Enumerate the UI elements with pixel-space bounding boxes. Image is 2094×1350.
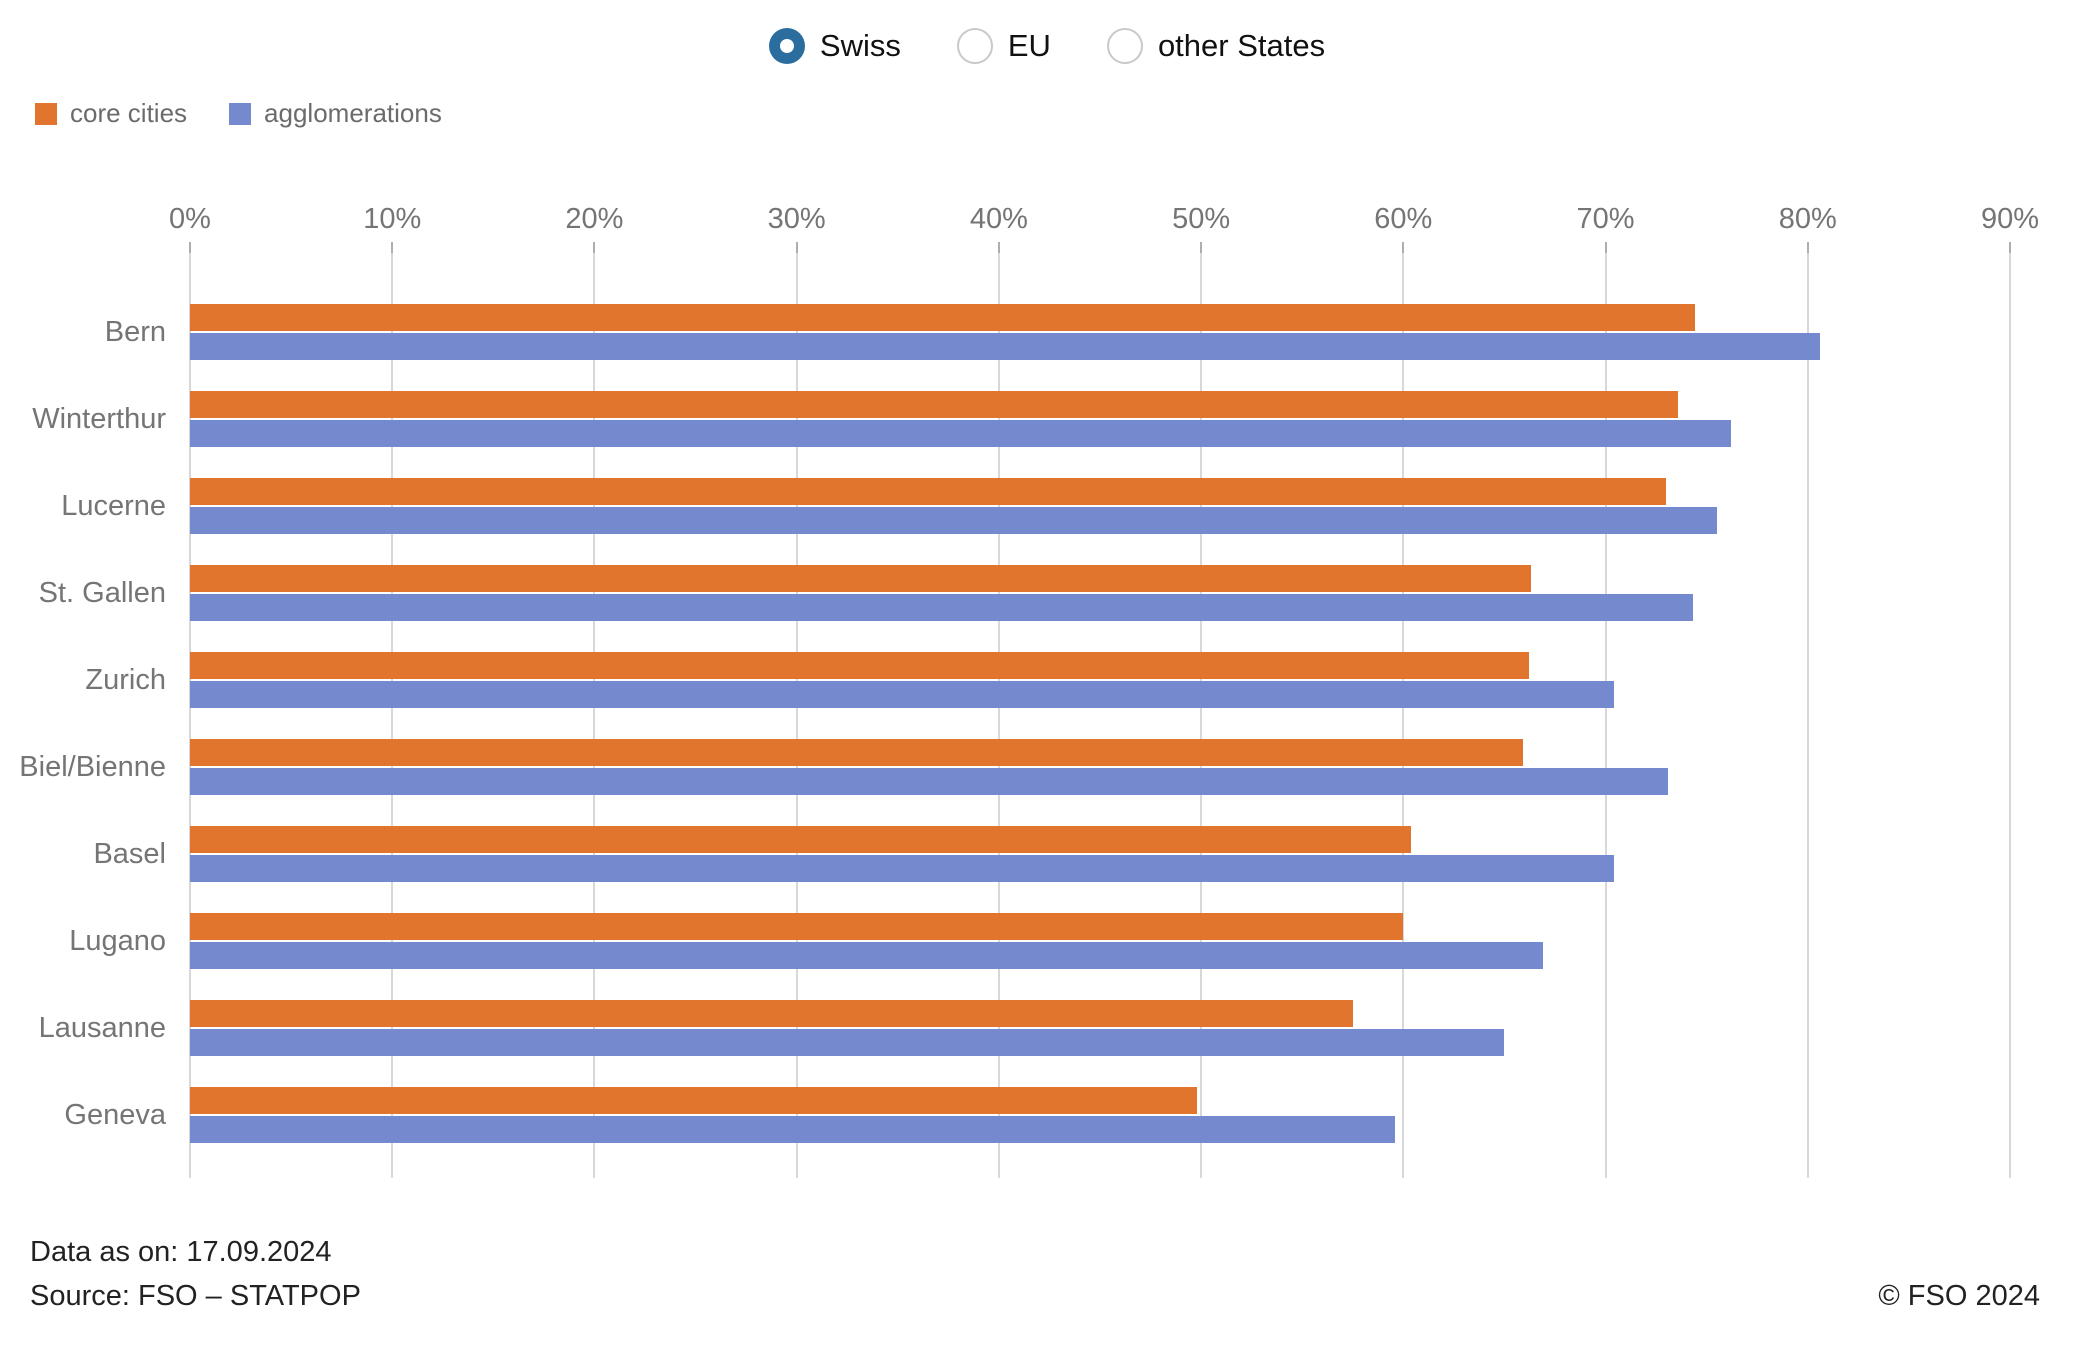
x-axis-tick-label: 10% <box>363 203 422 235</box>
footer-copyright: © FSO 2024 <box>1878 1280 2040 1312</box>
bar-agglomerations[interactable] <box>190 594 1693 621</box>
axis-tick-icon <box>795 242 798 253</box>
bar-agglomerations[interactable] <box>190 681 1614 708</box>
bar-core-cities[interactable] <box>190 565 1531 592</box>
legend-item-agglomerations: agglomerations <box>229 98 442 129</box>
category-label: Winterthur <box>32 402 166 435</box>
bar-core-cities[interactable] <box>190 652 1529 679</box>
axis-tick-icon <box>593 242 596 253</box>
agglomerations-swatch-icon <box>229 102 252 125</box>
gridline <box>391 242 394 1178</box>
bar-core-cities[interactable] <box>190 1087 1198 1114</box>
radio-label: Swiss <box>819 28 901 63</box>
gridline <box>1402 242 1405 1178</box>
x-axis-tick-label: 40% <box>969 203 1028 235</box>
axis-tick-icon <box>189 242 191 253</box>
gridline <box>1604 242 1607 1178</box>
category-label: Biel/Bienne <box>19 750 166 783</box>
legend-item-core-cities: core cities <box>35 98 187 129</box>
x-axis-tick-label: 70% <box>1576 203 1635 235</box>
x-axis-tick-label: 90% <box>1980 203 2040 235</box>
bar-core-cities[interactable] <box>190 826 1412 853</box>
radio-option-swiss[interactable]: Swiss <box>768 28 901 64</box>
bar-agglomerations[interactable] <box>190 855 1614 882</box>
gridline <box>2009 242 2011 1178</box>
gridline <box>189 242 191 1178</box>
axis-tick-icon <box>1402 242 1405 253</box>
gridline <box>1200 242 1203 1178</box>
radio-option-other-states[interactable]: other States <box>1106 28 1326 64</box>
bar-core-cities[interactable] <box>190 913 1404 940</box>
gridline <box>795 242 798 1178</box>
x-axis-tick-label: 20% <box>565 203 624 235</box>
axis-tick-icon <box>1806 242 1809 253</box>
legend: core cities agglomerations <box>35 98 442 129</box>
axis-tick-icon <box>997 242 1000 253</box>
core-cities-swatch-icon <box>35 102 57 125</box>
radio-label: other States <box>1157 28 1326 63</box>
x-axis-tick-label: 0% <box>169 203 211 235</box>
bar-core-cities[interactable] <box>190 1000 1353 1027</box>
footer-source: Source: FSO – STATPOP <box>30 1280 361 1312</box>
category-label: Lausanne <box>38 1011 166 1044</box>
x-axis-tick-label: 60% <box>1374 203 1433 235</box>
category-label: Basel <box>93 837 166 870</box>
category-label: Bern <box>104 315 166 348</box>
region-radio-group: Swiss EU other States <box>0 28 2094 64</box>
bar-agglomerations[interactable] <box>190 1029 1505 1056</box>
axis-tick-icon <box>1604 242 1607 253</box>
bar-core-cities[interactable] <box>190 304 1695 331</box>
bar-agglomerations[interactable] <box>190 942 1543 969</box>
axis-tick-icon <box>1200 242 1203 253</box>
radio-unselected-icon[interactable] <box>1106 28 1143 64</box>
bar-agglomerations[interactable] <box>190 333 1820 360</box>
x-axis-tick-label: 30% <box>767 203 826 235</box>
footer-data-as-on: Data as on: 17.09.2024 <box>30 1236 332 1268</box>
bar-agglomerations[interactable] <box>190 1116 1396 1143</box>
x-axis-tick-label: 80% <box>1778 203 1837 235</box>
x-axis-tick-label: 50% <box>1172 203 1231 235</box>
gridline <box>593 242 596 1178</box>
axis-tick-icon <box>2009 242 2011 253</box>
bar-core-cities[interactable] <box>190 739 1523 766</box>
legend-label: agglomerations <box>264 98 442 128</box>
bar-core-cities[interactable] <box>190 391 1679 418</box>
bar-core-cities[interactable] <box>190 478 1667 505</box>
category-label: Lugano <box>69 924 166 957</box>
radio-unselected-icon[interactable] <box>956 28 993 64</box>
bar-agglomerations[interactable] <box>190 507 1717 534</box>
category-label: Zurich <box>85 663 166 696</box>
bar-agglomerations[interactable] <box>190 768 1669 795</box>
radio-option-eu[interactable]: EU <box>956 28 1051 64</box>
category-label: St. Gallen <box>38 576 166 609</box>
axis-tick-icon <box>391 242 394 253</box>
radio-selected-icon[interactable] <box>768 28 805 64</box>
category-label: Lucerne <box>61 489 166 522</box>
gridline <box>997 242 1000 1178</box>
bar-agglomerations[interactable] <box>190 420 1731 447</box>
radio-label: EU <box>1007 28 1051 63</box>
legend-label: core cities <box>70 98 188 128</box>
gridline <box>1806 242 1809 1178</box>
category-label: Geneva <box>64 1098 166 1131</box>
